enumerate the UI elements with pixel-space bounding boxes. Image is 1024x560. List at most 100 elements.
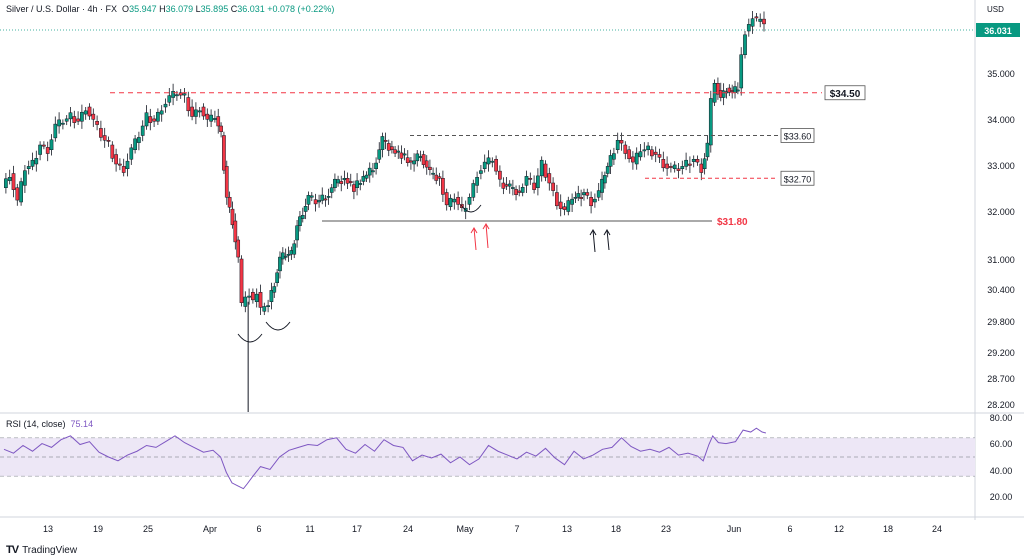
candle xyxy=(194,109,198,117)
time-tick-label: 24 xyxy=(403,524,413,534)
candle xyxy=(511,187,515,189)
rsi-line xyxy=(3,427,767,490)
candle xyxy=(504,184,509,187)
candle xyxy=(528,178,533,180)
candle xyxy=(507,183,512,187)
candle xyxy=(646,145,650,150)
candle xyxy=(219,125,223,132)
candle xyxy=(676,168,681,171)
bottom-arc xyxy=(460,204,482,213)
price-tick-label: 29.800 xyxy=(987,317,1015,327)
change-value: +0.078 (+0.22%) xyxy=(267,4,335,14)
red-arrow xyxy=(485,223,489,249)
candle xyxy=(224,166,229,198)
rsi-value: 75.14 xyxy=(70,419,94,429)
candle xyxy=(539,159,544,177)
candle xyxy=(582,192,586,196)
candle xyxy=(680,166,685,169)
candle xyxy=(494,159,498,172)
candle xyxy=(456,197,460,205)
candle xyxy=(317,200,321,203)
candle xyxy=(623,144,628,154)
candle xyxy=(579,197,583,199)
candle xyxy=(570,198,574,205)
black-arrow-head xyxy=(589,229,597,236)
candle xyxy=(156,111,160,122)
candle xyxy=(750,18,755,27)
red-arrow-head xyxy=(470,227,478,234)
close-value: 36.031 xyxy=(237,4,265,14)
candle xyxy=(342,178,347,181)
candle xyxy=(380,136,385,150)
candle xyxy=(434,174,439,181)
candle xyxy=(45,147,50,154)
candle xyxy=(555,192,559,207)
candle xyxy=(615,140,620,150)
candle xyxy=(562,206,567,210)
candle xyxy=(573,197,578,199)
candle xyxy=(171,91,175,98)
rsi-tick-label: 20.00 xyxy=(990,492,1013,502)
candle xyxy=(313,199,318,205)
time-tick-label: 13 xyxy=(43,524,53,534)
candle xyxy=(201,106,206,117)
candle xyxy=(547,173,552,184)
candle xyxy=(227,197,232,208)
time-tick-label: 19 xyxy=(93,524,103,534)
high-label: H xyxy=(159,4,166,14)
candle xyxy=(83,110,88,115)
time-tick-label: 24 xyxy=(932,524,942,534)
candle xyxy=(661,159,666,169)
candle xyxy=(140,125,145,136)
candle xyxy=(72,116,77,123)
candle xyxy=(716,83,720,95)
rsi-name[interactable]: RSI (14, close) xyxy=(6,419,66,429)
candle xyxy=(358,183,363,185)
price-tick-label: 28.700 xyxy=(987,374,1015,384)
candle xyxy=(300,215,305,219)
candle xyxy=(352,184,356,192)
time-tick-label: 6 xyxy=(256,524,261,534)
low-value: 35.895 xyxy=(200,4,229,14)
candle xyxy=(339,181,344,184)
rsi-header: RSI (14, close) 75.14 xyxy=(6,419,93,429)
price-tick-label: 29.200 xyxy=(987,348,1015,358)
candle xyxy=(653,151,658,155)
candle xyxy=(53,123,58,139)
candle xyxy=(536,175,540,188)
candle xyxy=(118,163,122,166)
price-tick-label: 28.200 xyxy=(987,400,1015,410)
candle xyxy=(467,197,472,205)
candle xyxy=(612,153,616,160)
candle xyxy=(213,118,217,120)
candle xyxy=(269,290,274,303)
candle xyxy=(431,172,435,175)
candle xyxy=(26,166,31,169)
candle xyxy=(364,174,369,179)
rsi-tick-label: 80.00 xyxy=(990,413,1013,423)
candle xyxy=(600,178,604,193)
candle xyxy=(415,153,420,162)
candle xyxy=(247,295,251,298)
candle xyxy=(178,92,183,96)
level-label-box xyxy=(780,128,815,143)
candle xyxy=(239,258,244,303)
candle xyxy=(486,157,491,165)
tradingview-brand[interactable]: TV TradingView xyxy=(6,544,77,556)
candle xyxy=(209,114,213,122)
candle xyxy=(695,159,700,163)
candle xyxy=(121,166,126,173)
candle xyxy=(452,198,457,203)
candle xyxy=(80,111,84,122)
candle xyxy=(566,200,571,212)
candle xyxy=(558,201,563,209)
candle xyxy=(99,128,103,138)
candle xyxy=(399,152,404,159)
candle xyxy=(702,158,707,169)
symbol-name[interactable]: Silver / U.S. Dollar · 4h · FX xyxy=(6,4,118,14)
candle xyxy=(49,139,54,150)
candle xyxy=(619,140,624,144)
candle xyxy=(205,113,210,120)
price-tick-label: 31.000 xyxy=(987,255,1015,265)
